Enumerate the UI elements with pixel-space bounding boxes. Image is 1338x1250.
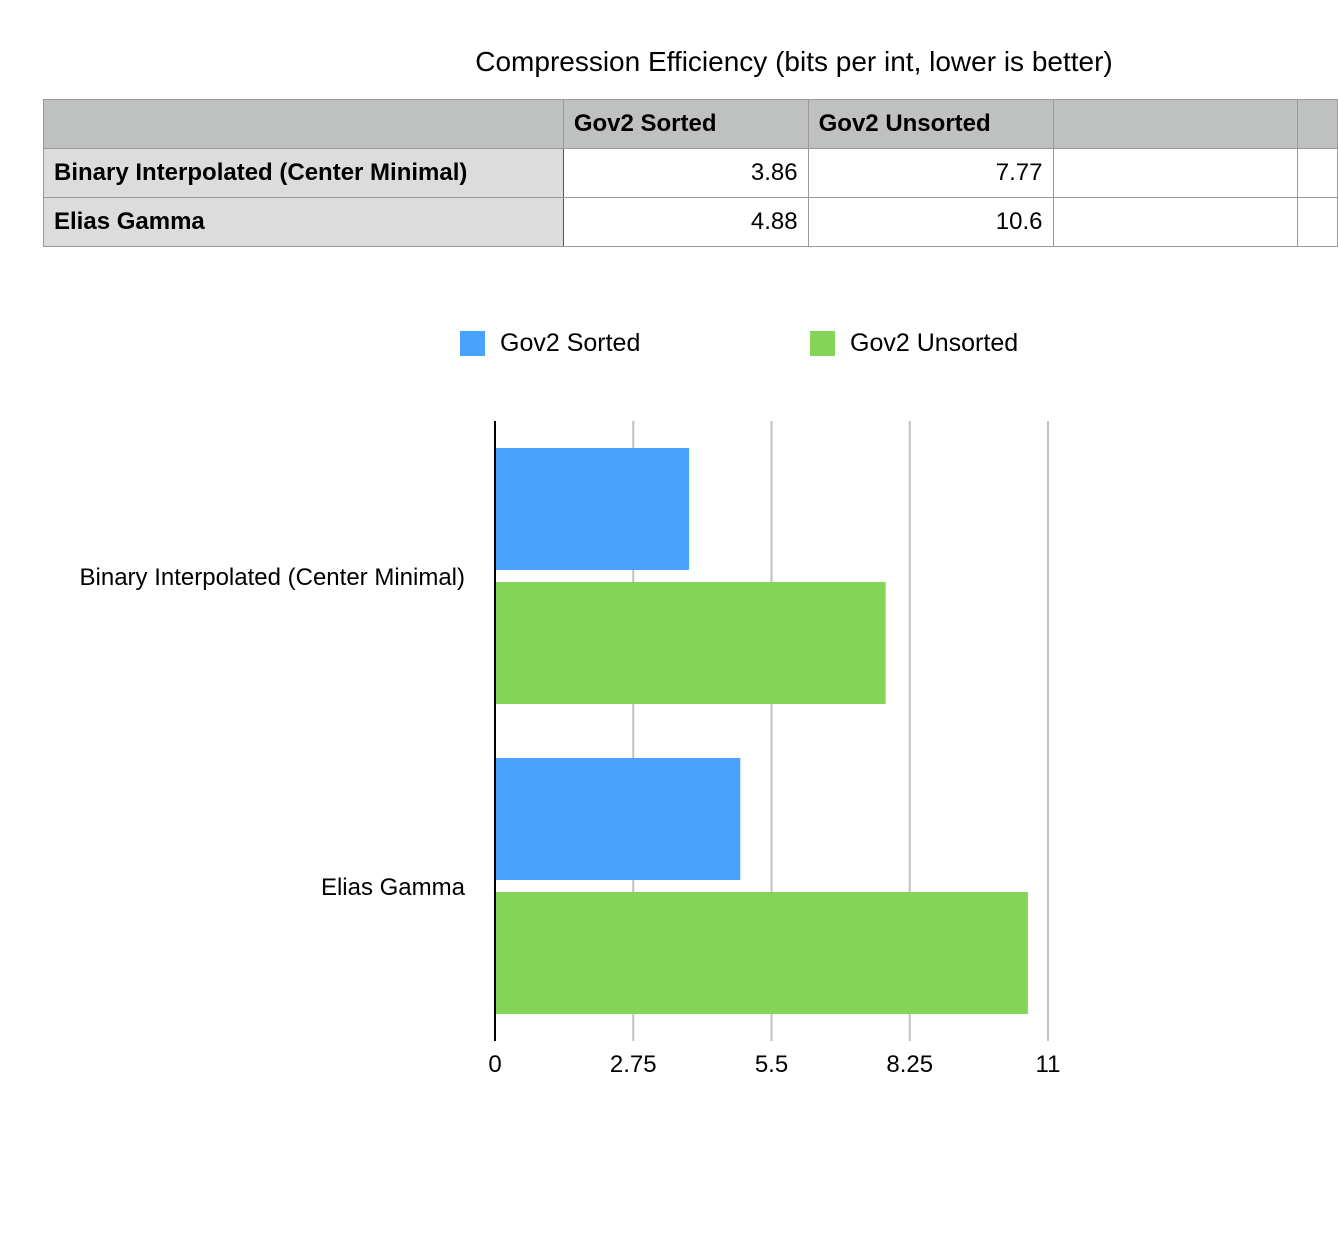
category-label: Binary Interpolated (Center Minimal) <box>80 564 466 591</box>
legend-swatch-gov2-sorted <box>460 330 485 356</box>
data-table: Gov2 Sorted Gov2 Unsorted Binary Interpo… <box>43 99 1338 247</box>
bar <box>495 448 690 570</box>
x-tick-label: 2.75 <box>610 1051 657 1078</box>
category-label: Elias Gamma <box>321 874 466 901</box>
legend-item-gov2-sorted: Gov2 Sorted <box>460 328 641 357</box>
x-tick-label: 11 <box>1036 1051 1061 1078</box>
table-header-row: Gov2 Sorted Gov2 Unsorted <box>43 99 1338 149</box>
table-row: Elias Gamma 4.88 10.6 <box>43 197 1338 247</box>
table-cell: 10.6 <box>807 197 1054 247</box>
table-cell: 3.86 <box>562 148 809 198</box>
table-cell <box>1297 197 1338 247</box>
legend-swatch-gov2-unsorted <box>810 330 835 356</box>
x-tick-label: 0 <box>488 1051 501 1078</box>
table-row-label: Elias Gamma <box>43 197 564 247</box>
legend-item-gov2-unsorted: Gov2 Unsorted <box>810 328 1019 357</box>
bar <box>495 582 886 704</box>
legend-label-gov2-unsorted: Gov2 Unsorted <box>850 328 1019 357</box>
x-tick-label: 8.25 <box>886 1051 933 1078</box>
table-header-cell <box>43 99 564 149</box>
table-cell: 4.88 <box>562 197 809 247</box>
bar <box>495 892 1028 1014</box>
legend-label-gov2-sorted: Gov2 Sorted <box>500 328 641 357</box>
x-tick-label: 5.5 <box>755 1051 788 1078</box>
table-row: Binary Interpolated (Center Minimal) 3.8… <box>43 148 1338 198</box>
table-header-cell <box>1297 99 1338 149</box>
table-header-cell: Gov2 Sorted <box>562 99 809 149</box>
table-cell <box>1052 148 1298 198</box>
table-cell <box>1297 148 1338 198</box>
bar <box>495 758 741 880</box>
table-header-cell <box>1052 99 1298 149</box>
table-row-label: Binary Interpolated (Center Minimal) <box>43 148 564 198</box>
chart-title: Compression Efficiency (bits per int, lo… <box>475 46 1113 77</box>
table-cell <box>1052 197 1298 247</box>
